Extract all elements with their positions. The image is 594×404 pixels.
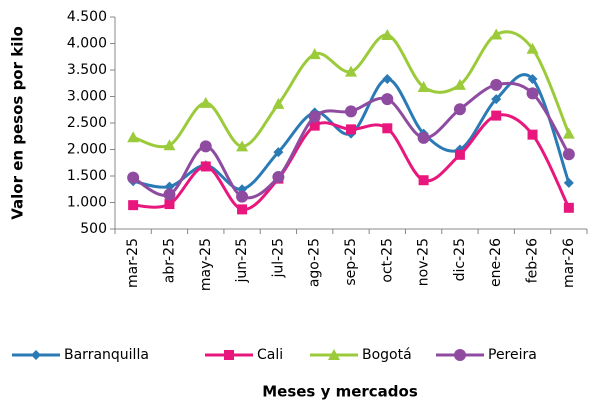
marker [563, 177, 574, 188]
x-tick-label: feb-26 [525, 238, 541, 283]
marker [273, 147, 284, 158]
marker [272, 97, 285, 109]
marker [199, 96, 212, 108]
marker [163, 139, 176, 151]
marker [381, 29, 394, 41]
marker [527, 74, 538, 85]
x-tick-label: ene-26 [488, 238, 504, 287]
y-tick-label: 2.000 [67, 142, 107, 158]
marker [346, 124, 356, 135]
x-tick-label: ago-25 [307, 238, 323, 287]
marker [236, 140, 249, 152]
x-tick-label: sep-25 [343, 238, 359, 286]
legend-item: Bogotá [310, 347, 412, 363]
marker [237, 204, 248, 215]
marker [453, 103, 466, 116]
x-tick-label: abr-25 [161, 238, 177, 283]
marker [417, 131, 430, 144]
marker [491, 94, 502, 105]
y-tick-label: 1.500 [67, 168, 107, 184]
marker [199, 140, 212, 153]
marker [382, 123, 393, 134]
x-tick-label: jun-25 [234, 238, 250, 284]
marker [526, 87, 539, 100]
legend-item: Barranquilla [12, 347, 149, 363]
y-tick-label: 3.500 [67, 62, 107, 78]
y-tick-label: 500 [80, 221, 107, 237]
x-tick-label: oct-25 [379, 238, 395, 283]
x-tick-label: may-25 [198, 238, 214, 291]
marker [31, 350, 41, 360]
y-tick-label: 2.500 [67, 115, 107, 131]
marker [272, 171, 285, 184]
y-tick-label: 4.500 [67, 9, 107, 25]
marker [527, 129, 538, 140]
marker [417, 80, 430, 92]
x-tick-label: mar-25 [125, 238, 141, 288]
y-tick-label: 4.000 [67, 36, 107, 52]
marker [127, 171, 140, 184]
marker [236, 190, 249, 203]
series-line [132, 81, 571, 200]
marker [381, 93, 394, 106]
legend-item: Pereira [436, 347, 537, 363]
marker [526, 42, 539, 54]
legend-label: Pereira [488, 347, 537, 363]
marker [454, 349, 466, 361]
marker [328, 349, 340, 360]
y-axis-title: Valor en pesos por kilo [9, 26, 27, 220]
legend-label: Cali [257, 347, 283, 363]
marker [127, 131, 140, 143]
marker [164, 199, 175, 210]
marker [308, 110, 321, 123]
marker [224, 350, 234, 360]
marker [490, 78, 503, 91]
marker [309, 120, 320, 131]
marker [563, 202, 574, 213]
x-axis-title: Meses y mercados [262, 383, 418, 401]
marker [454, 149, 465, 160]
marker [163, 188, 176, 201]
marker [345, 105, 357, 118]
x-tick-label: nov-25 [416, 238, 432, 286]
x-tick-label: dic-25 [452, 238, 468, 281]
marker [382, 74, 393, 85]
y-tick-label: 1.000 [67, 195, 107, 211]
marker [128, 200, 139, 211]
marker [562, 148, 575, 161]
marker [418, 175, 429, 186]
marker [308, 48, 321, 60]
marker [490, 28, 503, 40]
legend-label: Bogotá [362, 347, 412, 363]
marker [453, 78, 466, 90]
marker [345, 65, 357, 77]
x-tick-label: mar-26 [561, 238, 577, 288]
marker [200, 161, 211, 172]
legend-label: Barranquilla [64, 347, 149, 363]
marker [562, 127, 575, 139]
y-tick-label: 3.000 [67, 89, 107, 105]
legend-item: Cali [205, 347, 283, 363]
marker [491, 110, 502, 121]
x-tick-label: jul-25 [270, 238, 286, 279]
